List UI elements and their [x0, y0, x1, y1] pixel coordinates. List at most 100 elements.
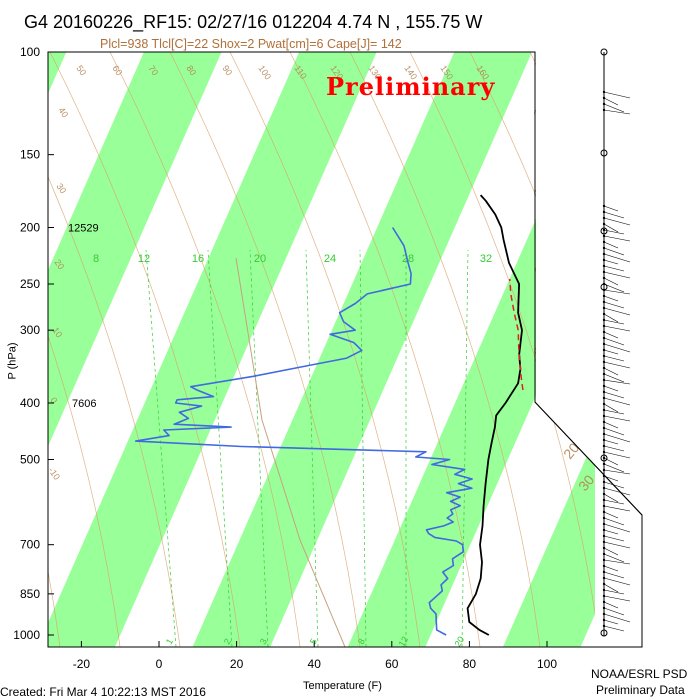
- mixing-ratio-label: 8: [93, 253, 99, 265]
- wind-dot: [602, 432, 606, 436]
- x-axis-label: Temperature (F): [303, 680, 382, 692]
- wind-barb: [603, 517, 625, 526]
- mixing-ratio-line: [461, 249, 469, 647]
- wind-barb: [603, 325, 631, 332]
- wind-dot: [602, 348, 606, 352]
- pressure-tick-label: 400: [20, 396, 40, 410]
- parcel-line: [508, 278, 524, 391]
- isotherm-label: 30: [54, 181, 68, 195]
- wind-dot: [602, 474, 606, 478]
- isotherm-label: 50: [74, 63, 88, 77]
- height-label: 12529: [68, 223, 99, 235]
- wind-dot: [602, 252, 606, 256]
- wind-barb: [603, 565, 619, 572]
- wind-barb: [603, 235, 631, 242]
- wind-barb: [603, 475, 619, 482]
- wind-barb: [603, 421, 619, 429]
- wind-barb: [603, 373, 625, 383]
- pressure-tick-label: 250: [20, 277, 40, 291]
- wind-dot: [602, 102, 606, 106]
- wind-barb: [603, 397, 631, 406]
- mixing-ratio-label: 8: [356, 637, 367, 646]
- pressure-tick-label: 300: [20, 323, 40, 337]
- wind-barb: [603, 109, 631, 115]
- wind-barb: [603, 97, 619, 106]
- wind-dot: [602, 342, 606, 346]
- wind-barb: [603, 439, 619, 445]
- wind-dot: [602, 624, 606, 628]
- created-timestamp: Created: Fri Mar 4 10:22:13 MST 2016: [0, 685, 206, 699]
- wind-dot: [602, 270, 606, 274]
- wind-dot: [602, 258, 606, 262]
- isotherm-band: [502, 437, 595, 647]
- wind-dot: [602, 360, 606, 364]
- temperature-tick-label: 80: [463, 657, 477, 671]
- wind-barb: [603, 481, 625, 489]
- temperature-tick-label: -20: [73, 657, 91, 671]
- isotherm-label: 100: [256, 63, 273, 81]
- isotherm-label: 40: [56, 105, 70, 119]
- pressure-tick-label: 700: [20, 538, 40, 552]
- dry-adiabat-line: [229, 52, 421, 647]
- isotherm-label: 10: [50, 325, 64, 339]
- isotherm-band: [192, 52, 532, 647]
- wind-barb: [603, 253, 631, 263]
- isotherm-band: [347, 85, 595, 647]
- wind-dot: [602, 510, 606, 514]
- wind-barb: [603, 547, 619, 556]
- wind-dot: [602, 480, 606, 484]
- wind-barb: [603, 259, 619, 265]
- wind-barb: [603, 571, 625, 579]
- wind-barb: [603, 445, 625, 452]
- wind-dot: [602, 402, 606, 406]
- mixing-ratio-line: [145, 249, 177, 647]
- wind-barb: [603, 247, 625, 256]
- wind-barb: [603, 463, 625, 473]
- wind-dot: [602, 294, 606, 298]
- pressure-tick-label: 100: [20, 45, 40, 59]
- wind-barb: [603, 289, 631, 295]
- wind-barb: [603, 241, 619, 249]
- temperature-tick-label: 100: [537, 657, 557, 671]
- wind-dot: [602, 330, 606, 334]
- wind-dot: [602, 222, 606, 226]
- wind-barb: [603, 589, 625, 595]
- mixing-ratio-label: 20: [453, 635, 467, 649]
- wind-dot: [602, 366, 606, 370]
- wind-barb: [603, 613, 631, 623]
- wind-barb: [603, 295, 619, 302]
- wind-dot: [602, 210, 606, 214]
- dry-adiabat-line: [289, 52, 481, 647]
- wind-barb: [603, 427, 625, 436]
- wind-barb: [603, 403, 619, 413]
- wind-barb: [603, 451, 631, 459]
- wind-barb: [603, 529, 619, 535]
- dry-adiabat-line: [49, 52, 241, 647]
- wind-dot: [602, 384, 606, 388]
- pressure-tick-label: 200: [20, 221, 40, 235]
- wind-dot: [602, 246, 606, 250]
- wind-dot: [602, 618, 606, 622]
- temperature-line: [466, 194, 523, 636]
- wind-barb: [603, 559, 631, 565]
- wind-barb: [603, 367, 619, 376]
- wind-barb: [603, 457, 619, 466]
- wind-dot: [602, 378, 606, 382]
- wind-dot: [602, 318, 606, 322]
- mixing-ratio-label: 1: [164, 637, 175, 646]
- wind-calm-marker: [600, 48, 608, 56]
- mixing-ratio-label: 12: [138, 253, 150, 265]
- temperature-tick-label: 20: [230, 657, 244, 671]
- wind-barb: [603, 433, 631, 443]
- wind-barb: [603, 337, 625, 346]
- wind-dot: [602, 546, 606, 550]
- wind-dot: [602, 558, 606, 562]
- temperature-tick-label: 0: [156, 657, 163, 671]
- wind-barb: [603, 499, 625, 505]
- wind-dot: [602, 420, 606, 424]
- wind-barb: [603, 625, 625, 632]
- isotherm-label: 30: [575, 472, 597, 494]
- wind-barb: [603, 349, 619, 355]
- wind-dot: [602, 288, 606, 292]
- wind-barb: [603, 511, 619, 519]
